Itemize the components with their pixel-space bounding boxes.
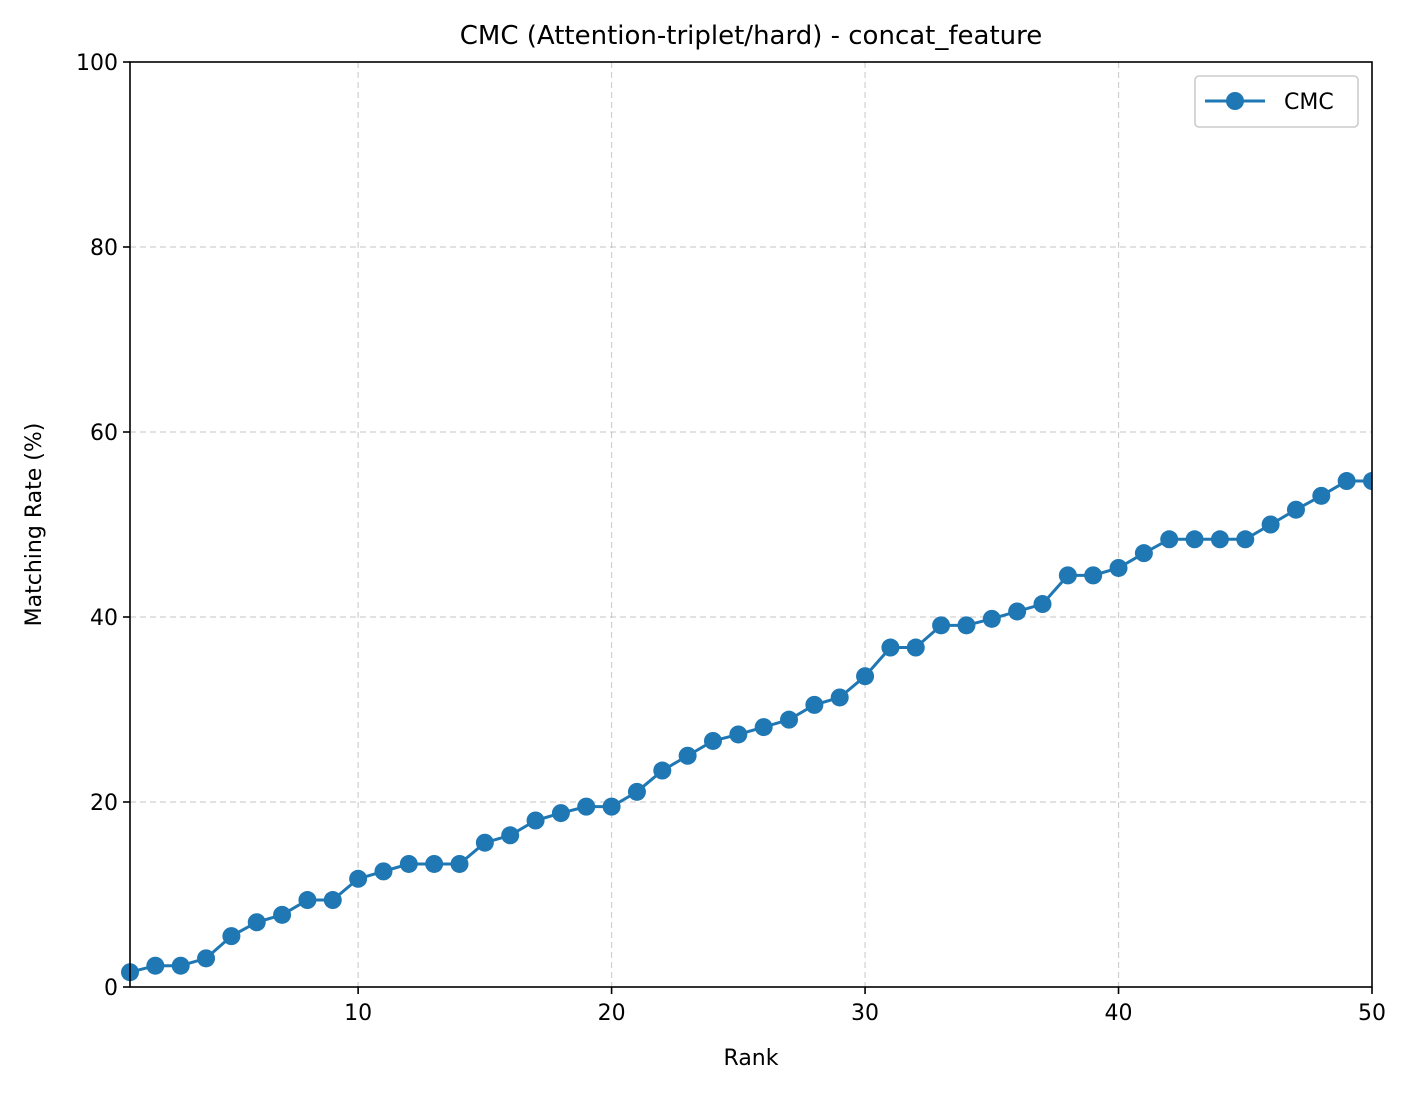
y-axis-label: Matching Rate (%) [22,423,47,627]
data-point [703,731,722,750]
data-point [450,854,469,873]
data-point [856,667,875,686]
data-point [501,826,520,845]
data-point [678,746,697,765]
grid-lines [130,62,1372,987]
y-tick-label: 100 [76,51,118,76]
data-point [805,695,824,714]
data-point [1058,566,1077,585]
data-point [298,891,317,910]
data-point [1236,530,1255,549]
data-point [1185,530,1204,549]
data-point [1312,486,1331,505]
data-point [830,688,849,707]
legend-box [1194,75,1359,128]
x-tick-label: 10 [344,1001,372,1026]
data-point [526,811,545,830]
data-point [1286,500,1305,519]
data-point [1109,558,1128,577]
data-point [1363,472,1372,491]
axis-ticks: 10 20 30 40 50 0 20 40 60 80 100 [76,51,1386,1026]
data-point [399,854,418,873]
x-tick-label: 40 [1105,1001,1133,1026]
data-point [780,710,799,729]
data-point [323,891,342,910]
data-point [222,927,241,946]
y-tick-label: 0 [104,976,118,1001]
data-point [1134,544,1153,563]
data-point [932,616,951,635]
data-point [247,913,266,932]
data-point [729,725,748,744]
x-tick-label: 50 [1358,1001,1386,1026]
data-point [1261,515,1280,534]
y-tick-label: 60 [90,421,118,446]
legend: CMC [1194,75,1359,128]
data-point [1160,530,1179,549]
data-point [906,638,925,657]
data-point [957,616,976,635]
data-point [1337,472,1356,491]
data-point [425,854,444,873]
data-point [653,761,672,780]
y-tick-label: 40 [90,606,118,631]
data-point [551,804,570,823]
x-tick-label: 30 [851,1001,879,1026]
legend-marker-swatch [1226,92,1244,110]
y-tick-label: 20 [90,791,118,816]
data-point [1210,530,1229,549]
data-point [349,869,368,888]
data-point [475,833,494,852]
data-point [881,638,900,657]
x-tick-label: 20 [598,1001,626,1026]
data-point [754,718,773,737]
data-point [577,797,596,816]
data-point [982,609,1001,628]
data-point [171,956,190,975]
data-point [146,956,165,975]
legend-label-cmc: CMC [1284,90,1334,115]
data-point [273,905,292,924]
y-tick-label: 80 [90,236,118,261]
data-point [374,862,393,881]
data-point [1008,602,1027,621]
data-point [627,782,646,801]
series-cmc [121,472,1372,982]
x-axis-label: Rank [724,1046,779,1071]
data-point [602,797,621,816]
data-point [197,949,216,968]
chart-title: CMC (Attention-triplet/hard) - concat_fe… [460,21,1043,51]
data-point [1084,566,1103,585]
data-point [1033,595,1052,614]
plot-frame [129,61,1373,988]
